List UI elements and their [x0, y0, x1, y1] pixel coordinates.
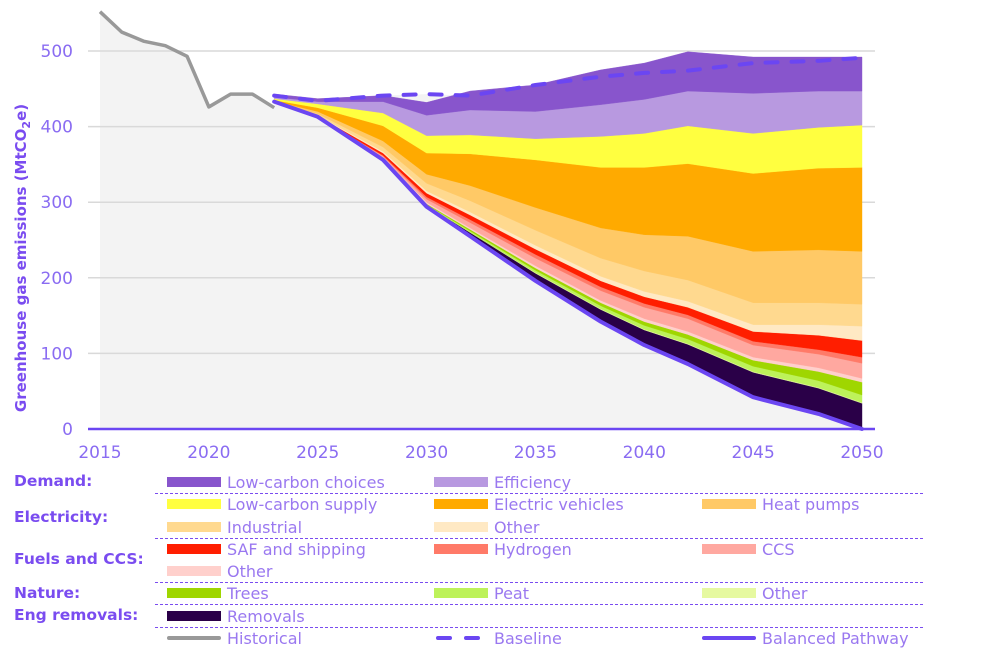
x-tick-label: 2025 — [296, 443, 339, 463]
legend-swatch — [167, 477, 221, 487]
legend-item-peat: Peat — [434, 582, 529, 604]
legend-group-eng-removals: Eng removals: — [14, 606, 139, 624]
legend-label: Industrial — [227, 517, 303, 537]
legend-item-balanced-pathway: Balanced Pathway — [702, 627, 909, 649]
legend-label: Heat pumps — [762, 494, 860, 514]
legend-label: Low-carbon supply — [227, 494, 378, 514]
legend-item-low-carbon-choices: Low-carbon choices — [167, 471, 385, 493]
legend-item-removals: Removals — [167, 605, 305, 627]
baseline-line-swatch — [436, 636, 488, 640]
legend-item-trees: Trees — [167, 582, 269, 604]
y-axis-ticks: 0 100 200 300 400 500 — [41, 42, 73, 440]
legend-swatch — [702, 588, 756, 598]
legend-group-demand: Demand: — [14, 472, 93, 490]
legend-separator — [155, 604, 923, 605]
legend-group-electricity: Electricity: — [14, 508, 109, 526]
legend-item-saf-shipping: SAF and shipping — [167, 538, 366, 560]
legend-swatch — [167, 588, 221, 598]
x-tick-label: 2020 — [187, 443, 230, 463]
legend-label: Other — [762, 583, 808, 603]
legend-swatch — [167, 522, 221, 532]
x-tick-label: 2035 — [514, 443, 557, 463]
legend-label: Other — [494, 517, 540, 537]
legend-label: CCS — [762, 539, 795, 559]
legend-swatch — [167, 611, 221, 621]
x-tick-label: 2040 — [623, 443, 666, 463]
legend-label: Baseline — [494, 628, 562, 648]
legend-item-electricity-other: Other — [434, 516, 539, 538]
legend-label: Electric vehicles — [494, 494, 624, 514]
legend-separator — [155, 582, 923, 583]
legend-label: Low-carbon choices — [227, 472, 385, 492]
legend-label: Peat — [494, 583, 529, 603]
y-tick-label: 500 — [41, 42, 73, 62]
legend-item-electric-vehicles: Electric vehicles — [434, 493, 624, 515]
legend-label: Historical — [227, 628, 302, 648]
legend-swatch — [434, 588, 488, 598]
legend-item-industrial: Industrial — [167, 516, 302, 538]
legend: Demand: Electricity: Fuels and CCS: Natu… — [0, 470, 995, 650]
balanced-pathway-line — [272, 99, 864, 431]
legend-swatch — [702, 499, 756, 509]
legend-separator — [155, 493, 923, 494]
historical-line-swatch — [167, 636, 221, 640]
legend-separator — [155, 538, 923, 539]
y-tick-label: 300 — [41, 193, 73, 213]
x-axis-ticks: 2015 2020 2025 2030 2035 2040 2045 2050 — [78, 443, 883, 463]
legend-swatch — [167, 499, 221, 509]
legend-group-fuels-ccs: Fuels and CCS: — [14, 550, 144, 568]
legend-swatch — [167, 566, 221, 576]
y-tick-label: 400 — [41, 118, 73, 138]
legend-item-ccs: CCS — [702, 538, 795, 560]
legend-swatch — [434, 544, 488, 554]
legend-item-hydrogen: Hydrogen — [434, 538, 572, 560]
y-tick-label: 100 — [41, 344, 73, 364]
legend-item-low-carbon-supply: Low-carbon supply — [167, 493, 377, 515]
legend-label: Other — [227, 561, 273, 581]
historical-line — [98, 10, 276, 110]
baseline-line — [272, 55, 864, 103]
legend-separator — [155, 627, 923, 628]
x-tick-label: 2015 — [78, 443, 121, 463]
legend-item-historical: Historical — [167, 627, 302, 649]
balanced-pathway-line-swatch — [702, 636, 756, 640]
legend-swatch — [167, 544, 221, 554]
x-tick-label: 2030 — [405, 443, 448, 463]
legend-label: Hydrogen — [494, 539, 572, 559]
legend-swatch — [434, 522, 488, 532]
legend-item-efficiency: Efficiency — [434, 471, 571, 493]
legend-label: Removals — [227, 606, 305, 626]
legend-swatch — [434, 477, 488, 487]
legend-swatch — [434, 499, 488, 509]
legend-label: Balanced Pathway — [762, 628, 909, 648]
x-tick-label: 2050 — [840, 443, 883, 463]
legend-item-fuels-other: Other — [167, 560, 272, 582]
legend-label: SAF and shipping — [227, 539, 366, 559]
legend-label: Efficiency — [494, 472, 572, 492]
x-tick-label: 2045 — [732, 443, 775, 463]
y-axis-label: Greenhouse gas emissions (MtCO2e) — [12, 104, 33, 412]
y-tick-label: 200 — [41, 269, 73, 289]
legend-group-nature: Nature: — [14, 584, 81, 602]
legend-item-nature-other: Other — [702, 582, 807, 604]
series-lines — [88, 10, 875, 431]
legend-item-heat-pumps: Heat pumps — [702, 493, 859, 515]
emissions-chart: 2015 2020 2025 2030 2035 2040 2045 2050 0 100 200… — [12, 10, 884, 463]
y-tick-label: 0 — [62, 420, 73, 440]
legend-swatch — [702, 544, 756, 554]
legend-item-baseline: Baseline — [434, 627, 562, 649]
legend-label: Trees — [227, 583, 269, 603]
